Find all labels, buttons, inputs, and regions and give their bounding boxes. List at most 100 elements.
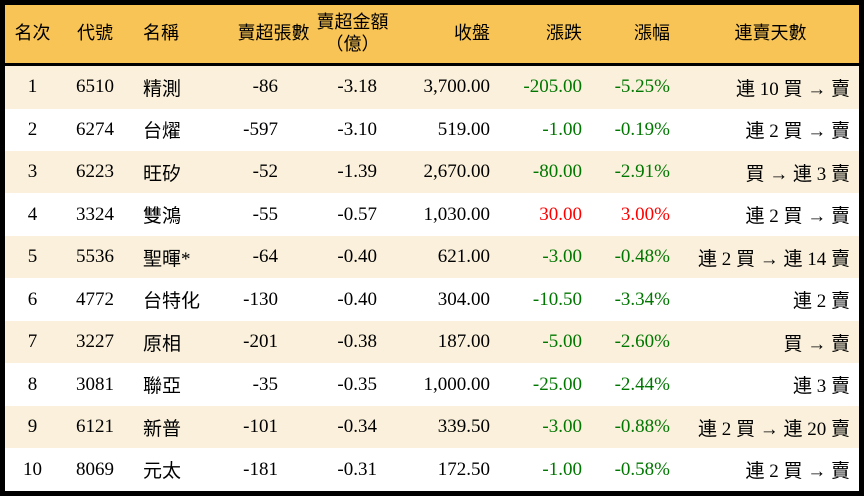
cell-name: 元太 xyxy=(143,461,182,483)
cell-streak: 買 → 連 3 賣 xyxy=(745,163,850,185)
cell-streak: 連 2 買 → 賣 xyxy=(745,206,850,228)
cell-net-sell-lots: -35 xyxy=(252,373,278,395)
cell-net-sell-lots: -86 xyxy=(252,76,278,98)
cell-net-sell-lots: -201 xyxy=(243,331,278,353)
cell-name: 台特化 xyxy=(143,291,201,313)
cell-net-sell-amount: -0.35 xyxy=(337,373,377,395)
cell-streak: 連 2 賣 xyxy=(792,291,850,313)
cell-net-sell-amount: -0.40 xyxy=(337,246,377,268)
header-rank: 名次 xyxy=(5,5,60,66)
table-row: 2 6274 台燿 -597 -3.10 519.00 -1.00 -0.19% 連 2 買 →… xyxy=(5,108,859,151)
cell-code: 3324 xyxy=(76,203,114,225)
sell-ranking-table: 名次 代號 名稱 賣超張數 賣超金額 （億） 收盤 漲跌 漲幅 連賣天數 1 65… xyxy=(5,5,859,491)
cell-streak: 連 2 買 → 賣 xyxy=(745,461,850,483)
cell-net-sell-lots: -181 xyxy=(243,458,278,480)
cell-name: 旺矽 xyxy=(143,163,182,185)
cell-change-pct: -2.60% xyxy=(614,331,670,353)
cell-net-sell-amount: -3.10 xyxy=(337,118,377,140)
cell-change-pct: -0.19% xyxy=(614,118,670,140)
cell-name: 雙鴻 xyxy=(143,206,182,228)
cell-code: 6510 xyxy=(76,76,114,98)
cell-close: 304.00 xyxy=(437,288,490,310)
table-row: 8 3081 聯亞 -35 -0.35 1,000.00 -25.00 -2.44% 連 3 賣 xyxy=(5,363,859,406)
cell-net-sell-lots: -52 xyxy=(252,161,278,183)
cell-streak: 連 2 買 → 賣 xyxy=(745,121,850,143)
cell-code: 5536 xyxy=(76,246,114,268)
cell-change-pct: -2.44% xyxy=(614,373,670,395)
cell-close: 2,670.00 xyxy=(423,161,491,183)
cell-change: -80.00 xyxy=(532,161,582,183)
cell-code: 6223 xyxy=(76,161,114,183)
header-name: 名稱 xyxy=(130,5,232,66)
table-row: 9 6121 新普 -101 -0.34 339.50 -3.00 -0.88% 連 2 買 →… xyxy=(5,405,859,449)
cell-close: 621.00 xyxy=(437,246,490,268)
cell-rank: 6 xyxy=(27,288,38,310)
cell-net-sell-lots: -130 xyxy=(243,288,278,310)
cell-net-sell-amount: -3.18 xyxy=(337,76,377,98)
cell-name: 聯亞 xyxy=(143,376,182,398)
cell-code: 8069 xyxy=(76,458,114,480)
cell-name: 新普 xyxy=(143,418,182,440)
cell-code: 6274 xyxy=(76,118,114,140)
cell-change-pct: -0.58% xyxy=(614,458,670,480)
header-row: 名次 代號 名稱 賣超張數 賣超金額 （億） 收盤 漲跌 漲幅 連賣天數 xyxy=(5,5,859,66)
cell-close: 3,700.00 xyxy=(423,76,491,98)
header-code: 代號 xyxy=(60,5,130,66)
table-row: 1 6510 精測 -86 -3.18 3,700.00 -205.00 -5.25% 連 10… xyxy=(5,64,859,109)
cell-net-sell-amount: -0.57 xyxy=(337,203,377,225)
table-row: 5 5536 聖暉* -64 -0.40 621.00 -3.00 -0.48% 連 2 買 →… xyxy=(5,235,859,279)
cell-net-sell-amount: -0.38 xyxy=(337,331,377,353)
cell-name: 精測 xyxy=(143,78,182,100)
cell-change-pct: -3.34% xyxy=(614,288,670,310)
header-net-sell-lots: 賣超張數 xyxy=(232,5,315,66)
cell-streak: 連 2 買 → 連 14 賣 xyxy=(697,248,850,270)
cell-net-sell-lots: -55 xyxy=(252,203,278,225)
header-net-sell-amount: 賣超金額 （億） xyxy=(315,5,390,66)
cell-net-sell-amount: -0.31 xyxy=(337,458,377,480)
cell-code: 3081 xyxy=(76,373,114,395)
cell-net-sell-amount: -0.40 xyxy=(337,288,377,310)
cell-net-sell-lots: -597 xyxy=(243,118,278,140)
cell-rank: 1 xyxy=(27,76,38,98)
cell-change-pct: -5.25% xyxy=(614,76,670,98)
cell-name: 原相 xyxy=(143,333,182,355)
cell-change: -3.00 xyxy=(542,416,582,438)
cell-change: -5.00 xyxy=(542,331,582,353)
cell-change: 30.00 xyxy=(539,203,582,225)
cell-change: -1.00 xyxy=(542,118,582,140)
cell-rank: 7 xyxy=(27,331,38,353)
cell-rank: 4 xyxy=(27,203,38,225)
cell-close: 187.00 xyxy=(437,331,490,353)
cell-code: 3227 xyxy=(76,331,114,353)
cell-change: -205.00 xyxy=(523,76,582,98)
cell-change: -3.00 xyxy=(542,246,582,268)
header-streak: 連賣天數 xyxy=(682,5,859,66)
table-header: 名次 代號 名稱 賣超張數 賣超金額 （億） 收盤 漲跌 漲幅 連賣天數 xyxy=(5,5,859,66)
cell-change: -10.50 xyxy=(532,288,582,310)
cell-rank: 9 xyxy=(27,416,38,438)
stock-table-body: 1 6510 精測 -86 -3.18 3,700.00 -205.00 -5.25% 連 10… xyxy=(5,64,859,491)
cell-close: 1,030.00 xyxy=(423,203,491,225)
cell-streak: 連 2 買 → 連 20 賣 xyxy=(697,418,850,440)
header-change-pct: 漲幅 xyxy=(594,5,682,66)
cell-change: -1.00 xyxy=(542,458,582,480)
header-change: 漲跌 xyxy=(502,5,594,66)
cell-streak: 連 3 賣 xyxy=(792,376,850,398)
cell-rank: 2 xyxy=(27,118,38,140)
cell-rank: 5 xyxy=(27,246,38,268)
cell-name: 台燿 xyxy=(143,121,182,143)
cell-close: 339.50 xyxy=(437,416,490,438)
cell-streak: 買 → 賣 xyxy=(783,333,850,355)
table-row: 3 6223 旺矽 -52 -1.39 2,670.00 -80.00 -2.91% 買 → 連… xyxy=(5,151,859,194)
table-row: 7 3227 原相 -201 -0.38 187.00 -5.00 -2.60% 買 → 賣 xyxy=(5,320,859,364)
cell-net-sell-amount: -1.39 xyxy=(337,161,377,183)
cell-change-pct: -2.91% xyxy=(614,161,670,183)
table-row: 6 4772 台特化 -130 -0.40 304.00 -10.50 -3.34% 連 2 賣 xyxy=(5,278,859,321)
table-row: 10 8069 元太 -181 -0.31 172.50 -1.00 -0.58% 連 2 買 … xyxy=(5,448,859,491)
cell-change-pct: -0.48% xyxy=(614,246,670,268)
cell-change-pct: -0.88% xyxy=(614,416,670,438)
cell-net-sell-amount: -0.34 xyxy=(337,416,377,438)
cell-net-sell-lots: -101 xyxy=(243,416,278,438)
header-close: 收盤 xyxy=(390,5,502,66)
